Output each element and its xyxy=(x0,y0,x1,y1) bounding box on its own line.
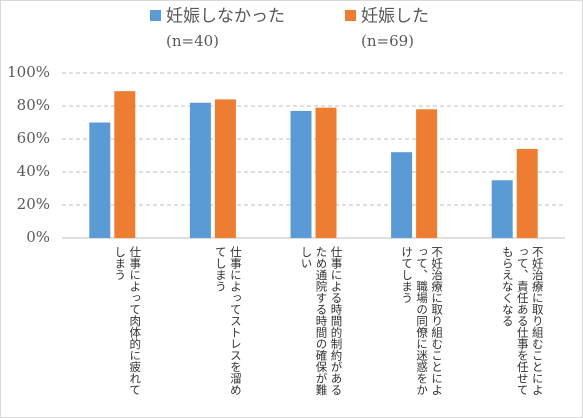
y-tick-label: 20% xyxy=(17,195,50,213)
bar xyxy=(89,122,111,238)
legend-label: 妊娠した xyxy=(361,7,429,27)
y-tick-label: 40% xyxy=(17,162,50,180)
x-tick-label: 仕事によって肉体的に疲れてしまう xyxy=(113,246,143,396)
bar xyxy=(214,99,236,239)
bar xyxy=(516,148,538,238)
bar xyxy=(491,180,513,238)
x-tick-label: 不妊治療に取り組むことによって、職場の同僚に迷惑をかけてしまう xyxy=(400,246,445,396)
bar xyxy=(290,110,312,238)
bar xyxy=(416,109,438,238)
x-tick-label: 不妊治療に取り組むことによって、責任ある仕事を任せてもらえなくなる xyxy=(500,246,545,396)
legend-swatch xyxy=(150,10,161,21)
legend-label: 妊娠しなかった xyxy=(166,7,285,27)
y-tick-label: 60% xyxy=(17,129,50,147)
x-tick-label: 仕事による時間的制約があるため通院する時間の確保が難しい xyxy=(299,246,344,396)
y-tick-label: 0% xyxy=(26,228,50,246)
y-tick-label: 80% xyxy=(17,96,50,114)
x-tick-label: 仕事によってストレスを溜めてしまう xyxy=(213,246,243,396)
legend-sample: (n=69) xyxy=(361,32,414,50)
bar xyxy=(189,102,211,238)
bar xyxy=(315,107,337,239)
legend-swatch xyxy=(345,10,356,21)
bar xyxy=(391,152,413,238)
y-tick-label: 100% xyxy=(7,63,50,81)
bar xyxy=(114,91,136,239)
legend-sample: (n=40) xyxy=(166,32,219,50)
